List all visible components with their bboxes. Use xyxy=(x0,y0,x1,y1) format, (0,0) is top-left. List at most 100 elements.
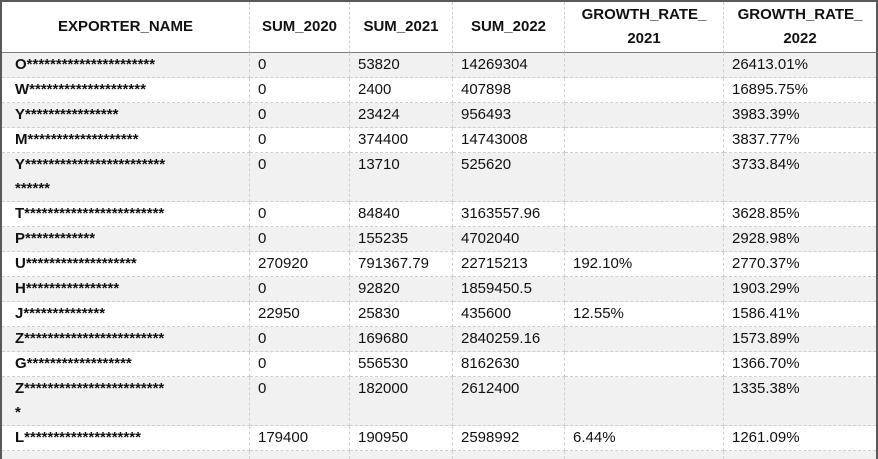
cell-exporter-name[interactable]: J************** xyxy=(2,302,250,327)
cell-growth-rate-2022[interactable]: 1586.41% xyxy=(724,302,876,327)
cell-sum-2021[interactable]: 169680 xyxy=(350,327,453,352)
cell-exporter-name[interactable]: L******************** xyxy=(2,426,250,451)
cell-sum-2020[interactable]: 0 xyxy=(250,128,350,153)
cell-sum-2022[interactable]: 3163557.96 xyxy=(453,202,565,227)
cell-exporter-name[interactable]: Z************************ * xyxy=(2,377,250,426)
table-row: Z************************ 0 169680 28402… xyxy=(2,327,876,352)
col-header-sum-2021[interactable]: SUM_2021 xyxy=(350,2,453,53)
cell-exporter-name[interactable]: Z************************ xyxy=(2,327,250,352)
cell-sum-2020[interactable]: 0 xyxy=(250,327,350,352)
cell-sum-2020[interactable]: 0 xyxy=(250,277,350,302)
cell-growth-rate-2021[interactable] xyxy=(565,103,724,128)
cell-growth-rate-2021[interactable] xyxy=(565,153,724,202)
cell-growth-rate-2022[interactable]: 3628.85% xyxy=(724,202,876,227)
cell-sum-2022[interactable]: 14269304 xyxy=(453,53,565,78)
cell-growth-rate-2022[interactable]: 2928.98% xyxy=(724,227,876,252)
cell-sum-2020[interactable]: 179400 xyxy=(250,426,350,451)
table-row: U******************* 270920 791367.79 22… xyxy=(2,252,876,277)
cell-sum-2020[interactable]: 0 xyxy=(250,227,350,252)
cell-sum-2020[interactable]: 0 xyxy=(250,153,350,202)
cell-sum-2021[interactable]: 190950 xyxy=(350,426,453,451)
cell-growth-rate-2021[interactable] xyxy=(565,377,724,426)
cell-growth-rate-2022[interactable]: 1366.70% xyxy=(724,352,876,377)
cell-growth-rate-2022[interactable]: 2770.37% xyxy=(724,252,876,277)
cell-sum-2022[interactable]: 956493 xyxy=(453,103,565,128)
cell-sum-2021[interactable]: 53820 xyxy=(350,53,453,78)
cell-growth-rate-2022[interactable]: 3837.77% xyxy=(724,128,876,153)
col-header-sum-2022[interactable]: SUM_2022 xyxy=(453,2,565,53)
cell-growth-rate-2022[interactable]: 1903.29% xyxy=(724,277,876,302)
cell-growth-rate-2022[interactable]: 26413.01% xyxy=(724,53,876,78)
cell-sum-2021[interactable]: 556530 xyxy=(350,352,453,377)
cell-growth-rate-2021[interactable]: 12.55% xyxy=(565,302,724,327)
cell-growth-rate-2021[interactable] xyxy=(565,78,724,103)
cell-sum-2021[interactable]: 92820 xyxy=(350,277,453,302)
cell-sum-2022[interactable]: 1859450.5 xyxy=(453,277,565,302)
cell-sum-2020[interactable]: 22950 xyxy=(250,302,350,327)
cell-sum-2020[interactable]: 0 xyxy=(250,53,350,78)
cell-growth-rate-2021[interactable] xyxy=(565,327,724,352)
cell-sum-2020[interactable]: 0 xyxy=(250,78,350,103)
cell-growth-rate-2021[interactable] xyxy=(565,202,724,227)
cell-growth-rate-2021[interactable] xyxy=(565,352,724,377)
cell-growth-rate-2022[interactable]: 1335.38% xyxy=(724,377,876,426)
cell-growth-rate-2021[interactable] xyxy=(565,128,724,153)
cell-growth-rate-2022[interactable] xyxy=(724,451,876,459)
col-header-sum-2020[interactable]: SUM_2020 xyxy=(250,2,350,53)
cell-sum-2020[interactable]: 0 xyxy=(250,352,350,377)
cell-sum-2021[interactable]: 791367.79 xyxy=(350,252,453,277)
cell-exporter-name[interactable]: H**************** xyxy=(2,277,250,302)
table-row: O********************** 0 53820 14269304… xyxy=(2,53,876,78)
cell-sum-2020[interactable]: 0 xyxy=(250,202,350,227)
col-header-exporter-name[interactable]: EXPORTER_NAME xyxy=(2,2,250,53)
cell-sum-2022[interactable]: 2612400 xyxy=(453,377,565,426)
cell-sum-2022[interactable]: 435600 xyxy=(453,302,565,327)
cell-exporter-name[interactable]: O********************** xyxy=(2,53,250,78)
cell-exporter-name[interactable]: U******************* xyxy=(2,252,250,277)
cell-sum-2022[interactable] xyxy=(453,451,565,459)
cell-sum-2021[interactable]: 13710 xyxy=(350,153,453,202)
cell-sum-2022[interactable]: 525620 xyxy=(453,153,565,202)
cell-growth-rate-2021[interactable]: 6.44% xyxy=(565,426,724,451)
cell-growth-rate-2022[interactable]: 1573.89% xyxy=(724,327,876,352)
cell-sum-2020[interactable] xyxy=(250,451,350,459)
cell-sum-2021[interactable]: 2400 xyxy=(350,78,453,103)
col-header-growth-rate-2021[interactable]: GROWTH_RATE_ 2021 xyxy=(565,2,724,53)
cell-sum-2021[interactable]: 155235 xyxy=(350,227,453,252)
col-header-growth-rate-2022[interactable]: GROWTH_RATE_ 2022 xyxy=(724,2,876,53)
cell-growth-rate-2022[interactable]: 3983.39% xyxy=(724,103,876,128)
cell-sum-2021[interactable]: 23424 xyxy=(350,103,453,128)
cell-growth-rate-2021[interactable]: 192.10% xyxy=(565,252,724,277)
cell-sum-2020[interactable]: 270920 xyxy=(250,252,350,277)
cell-exporter-name[interactable]: P************ xyxy=(2,227,250,252)
cell-sum-2021[interactable] xyxy=(350,451,453,459)
cell-exporter-name[interactable]: Y**************** xyxy=(2,103,250,128)
cell-sum-2022[interactable]: 407898 xyxy=(453,78,565,103)
cell-exporter-name[interactable]: M******************* xyxy=(2,128,250,153)
cell-exporter-name[interactable]: Y************************ ****** xyxy=(2,153,250,202)
cell-growth-rate-2022[interactable]: 1261.09% xyxy=(724,426,876,451)
cell-sum-2021[interactable]: 182000 xyxy=(350,377,453,426)
cell-sum-2020[interactable]: 0 xyxy=(250,377,350,426)
cell-growth-rate-2021[interactable] xyxy=(565,227,724,252)
cell-sum-2022[interactable]: 14743008 xyxy=(453,128,565,153)
cell-growth-rate-2022[interactable]: 3733.84% xyxy=(724,153,876,202)
cell-sum-2021[interactable]: 25830 xyxy=(350,302,453,327)
cell-sum-2022[interactable]: 4702040 xyxy=(453,227,565,252)
cell-growth-rate-2021[interactable] xyxy=(565,277,724,302)
cell-growth-rate-2021[interactable] xyxy=(565,451,724,459)
cell-exporter-name[interactable] xyxy=(2,451,250,459)
cell-exporter-name[interactable]: G****************** xyxy=(2,352,250,377)
cell-exporter-name[interactable]: T************************ xyxy=(2,202,250,227)
cell-sum-2020[interactable]: 0 xyxy=(250,103,350,128)
cell-sum-2022[interactable]: 2598992 xyxy=(453,426,565,451)
cell-growth-rate-2022[interactable]: 16895.75% xyxy=(724,78,876,103)
cell-sum-2022[interactable]: 2840259.16 xyxy=(453,327,565,352)
cell-sum-2022[interactable]: 22715213 xyxy=(453,252,565,277)
cell-sum-2021[interactable]: 374400 xyxy=(350,128,453,153)
cell-exporter-name[interactable]: W******************** xyxy=(2,78,250,103)
cell-growth-rate-2021[interactable] xyxy=(565,53,724,78)
cell-sum-2022[interactable]: 8162630 xyxy=(453,352,565,377)
cell-sum-2021[interactable]: 84840 xyxy=(350,202,453,227)
